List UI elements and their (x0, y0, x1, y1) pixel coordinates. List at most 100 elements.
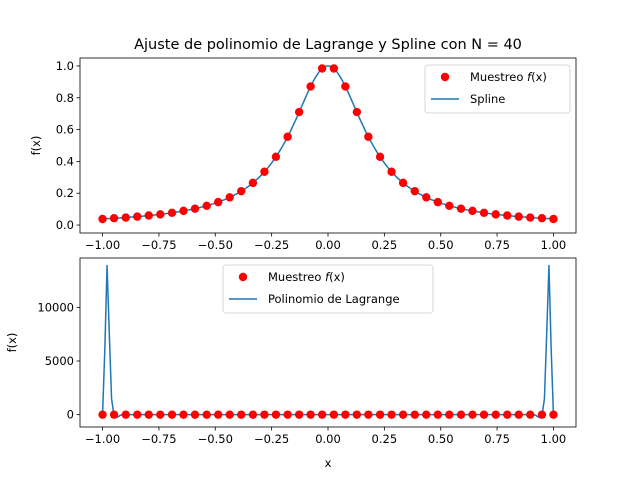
bottom-sample-point (341, 410, 350, 419)
top-sample-point (468, 206, 477, 216)
top-sample-point (167, 208, 177, 217)
bottom-sample-point (375, 410, 385, 419)
top-y-tick-label: 0.4 (56, 154, 74, 168)
top-sample-point (537, 214, 547, 223)
top-sample-point (503, 211, 512, 220)
top-sample-point (144, 211, 153, 220)
top-x-ticks: −1.00 −0.75 −0.50 −0.25 0.00 0.25 0.50 0.75 1.00 (85, 233, 566, 252)
top-subplot: −1.00 −0.75 −0.50 −0.25 0.00 0.25 0.50 0.75 1.00… (29, 57, 577, 252)
top-sample-point (190, 204, 200, 213)
bottom-legend: Muestreo f(x) Polinomio de Lagrange (222, 264, 434, 314)
bottom-sample-point (214, 410, 223, 419)
top-sample-point (98, 214, 107, 224)
top-sample-point (179, 206, 188, 216)
bottom-sample-point (526, 410, 535, 419)
top-sample-point (214, 197, 223, 207)
bottom-plot-area (98, 264, 558, 419)
top-sample-point (491, 210, 500, 219)
bottom-legend-label: Muestreo f(x) (268, 270, 345, 284)
bottom-legend-box (222, 264, 434, 314)
bottom-subplot: −1.00 −0.75 −0.50 −0.25 0.00 0.25 0.50 0.75 1.00… (5, 257, 577, 470)
bottom-sample-point (398, 410, 408, 419)
top-y-axis-label: f(x) (29, 136, 43, 156)
top-sample-point (445, 201, 454, 210)
bottom-sample-point (456, 410, 466, 419)
top-sample-point (410, 186, 419, 196)
top-x-tick-label: 0.00 (315, 238, 341, 252)
bottom-sample-point (294, 410, 304, 419)
top-sample-point (109, 214, 119, 223)
bottom-sample-point (537, 410, 547, 419)
top-y-tick-label: 0.6 (56, 123, 74, 137)
top-sample-point (549, 214, 558, 224)
top-sample-point (260, 167, 269, 176)
bottom-sample-point (121, 410, 130, 419)
bottom-y-ticks: 0 5000 10000 (37, 300, 80, 422)
bottom-sample-point (491, 410, 500, 419)
bottom-x-tick-label: 1.00 (541, 432, 567, 446)
bottom-sample-point (271, 410, 281, 419)
bottom-x-axis-label: x (325, 456, 332, 470)
bottom-sample-point (445, 410, 454, 419)
top-sample-point (387, 167, 396, 176)
top-x-tick-label: 0.25 (372, 238, 398, 252)
top-sample-point (329, 64, 339, 73)
bottom-legend-label: Polinomio de Lagrange (268, 292, 400, 306)
bottom-x-tick-label: −0.25 (254, 432, 289, 446)
top-legend-marker (440, 72, 450, 82)
bottom-sample-point (283, 410, 292, 419)
bottom-sample-point (248, 410, 258, 419)
bottom-y-tick-label: 5000 (45, 354, 74, 368)
top-sample-point (156, 210, 165, 219)
top-sample-point (317, 64, 327, 73)
bottom-sample-point (109, 410, 119, 419)
bottom-sample-point (225, 410, 234, 419)
top-sample-point (422, 193, 431, 202)
top-sample-point (133, 212, 142, 221)
top-sample-point (121, 213, 130, 222)
top-plot-area (98, 64, 558, 224)
chart-title: Ajuste de polinomio de Lagrange y Spline… (134, 37, 522, 53)
bottom-sample-point (156, 410, 165, 419)
bottom-sample-point (179, 410, 188, 419)
top-legend-label: Spline (470, 92, 505, 106)
top-sample-point (341, 82, 350, 91)
bottom-y-tick-label: 0 (67, 408, 74, 422)
top-sample-point (456, 204, 466, 213)
bottom-x-tick-label: −1.00 (85, 432, 120, 446)
bottom-sample-point (190, 410, 200, 419)
top-y-tick-label: 0.2 (56, 186, 74, 200)
bottom-sample-point (387, 410, 396, 419)
top-legend-label: Muestreo f(x) (470, 70, 547, 84)
top-x-tick-label: −0.50 (198, 238, 233, 252)
top-sample-point (364, 132, 373, 141)
top-series-line (102, 65, 554, 220)
bottom-sample-point (479, 410, 489, 419)
bottom-sample-point (352, 410, 362, 419)
top-y-ticks: 0.0 0.2 0.4 0.6 0.8 1.0 (56, 59, 80, 232)
bottom-sample-point (422, 410, 431, 419)
top-sample-point (375, 152, 385, 161)
top-sample-point (237, 186, 246, 196)
top-sample-point (225, 193, 234, 202)
top-sample-point (283, 132, 292, 141)
bottom-legend-marker (238, 272, 248, 282)
bottom-sample-point (98, 410, 107, 419)
top-sample-point (202, 201, 211, 210)
top-x-tick-label: −0.75 (141, 238, 176, 252)
top-sample-point (306, 82, 315, 91)
bottom-sample-point (329, 410, 339, 419)
bottom-sample-point (468, 410, 477, 419)
bottom-x-tick-label: −0.75 (141, 432, 176, 446)
top-legend-box (424, 64, 571, 114)
bottom-x-tick-label: 0.00 (315, 432, 341, 446)
bottom-sample-point (202, 410, 211, 419)
bottom-x-tick-label: 0.50 (428, 432, 454, 446)
bottom-x-tick-label: 0.25 (372, 432, 398, 446)
top-x-tick-label: 0.50 (428, 238, 454, 252)
bottom-series-line (101, 264, 555, 419)
top-sample-point (294, 107, 304, 117)
bottom-sample-point (364, 410, 373, 419)
top-y-tick-label: 1.0 (56, 59, 74, 73)
